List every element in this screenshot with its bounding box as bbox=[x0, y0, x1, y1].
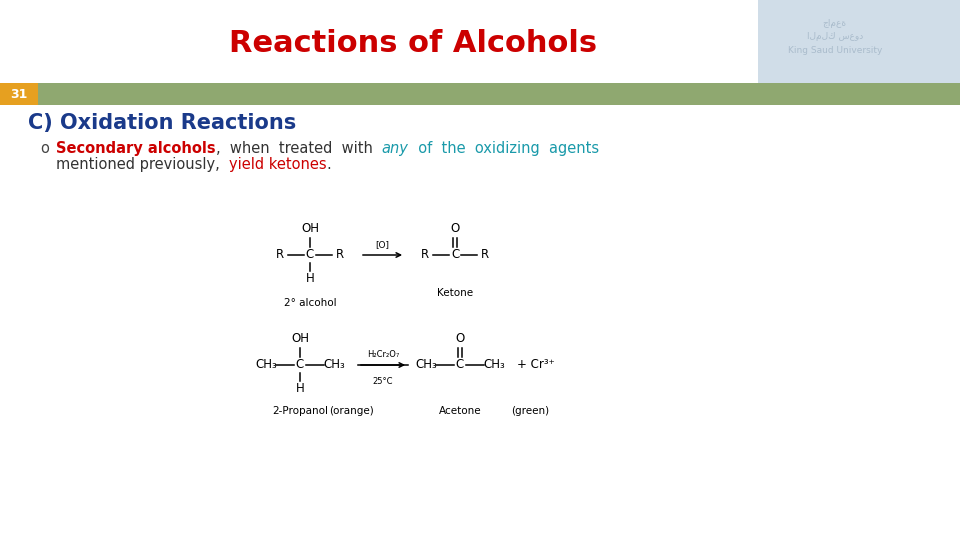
Text: R: R bbox=[336, 248, 344, 261]
Text: 31: 31 bbox=[11, 87, 28, 100]
Text: R: R bbox=[276, 248, 284, 261]
Text: R: R bbox=[420, 248, 429, 261]
Text: 25°C: 25°C bbox=[372, 377, 394, 386]
Text: C: C bbox=[456, 359, 464, 372]
Text: O: O bbox=[450, 222, 460, 235]
Text: C) Oxidation Reactions: C) Oxidation Reactions bbox=[28, 113, 297, 133]
Text: any: any bbox=[382, 141, 409, 156]
Bar bbox=[0, 83, 38, 105]
Text: o: o bbox=[40, 141, 49, 156]
Text: OH: OH bbox=[291, 333, 309, 346]
Text: .: . bbox=[326, 157, 331, 172]
Text: 2° alcohol: 2° alcohol bbox=[284, 298, 336, 308]
Text: CH₃: CH₃ bbox=[324, 359, 345, 372]
Text: 2-Propanol: 2-Propanol bbox=[272, 406, 328, 416]
Text: + Cr³⁺: + Cr³⁺ bbox=[517, 359, 555, 372]
Text: (green): (green) bbox=[511, 406, 549, 416]
Text: C: C bbox=[306, 248, 314, 261]
Text: C: C bbox=[451, 248, 459, 261]
Text: OH: OH bbox=[301, 222, 319, 235]
Bar bbox=[758, 0, 960, 88]
Text: yield ketones: yield ketones bbox=[229, 157, 326, 172]
Text: C: C bbox=[296, 359, 304, 372]
Text: Acetone: Acetone bbox=[439, 406, 481, 416]
Text: O: O bbox=[455, 333, 465, 346]
Text: mentioned previously,: mentioned previously, bbox=[56, 157, 229, 172]
Text: H: H bbox=[305, 272, 314, 285]
Text: H₂Cr₂O₇: H₂Cr₂O₇ bbox=[367, 350, 399, 359]
Text: جامعة
الملك سعود
King Saud University: جامعة الملك سعود King Saud University bbox=[787, 19, 882, 55]
Text: Ketone: Ketone bbox=[437, 288, 473, 298]
Text: CH₃: CH₃ bbox=[415, 359, 437, 372]
Text: ,  when  treated  with: , when treated with bbox=[216, 141, 382, 156]
Text: Reactions of Alcohols: Reactions of Alcohols bbox=[228, 30, 597, 58]
Text: of  the  oxidizing  agents: of the oxidizing agents bbox=[409, 141, 599, 156]
Text: [O]: [O] bbox=[375, 240, 390, 249]
Text: CH₃: CH₃ bbox=[255, 359, 276, 372]
Bar bbox=[38, 83, 960, 105]
Text: R: R bbox=[481, 248, 489, 261]
Text: CH₃: CH₃ bbox=[483, 359, 505, 372]
Text: H: H bbox=[296, 381, 304, 395]
Text: Secondary alcohols: Secondary alcohols bbox=[56, 141, 216, 156]
Text: (orange): (orange) bbox=[329, 406, 374, 416]
